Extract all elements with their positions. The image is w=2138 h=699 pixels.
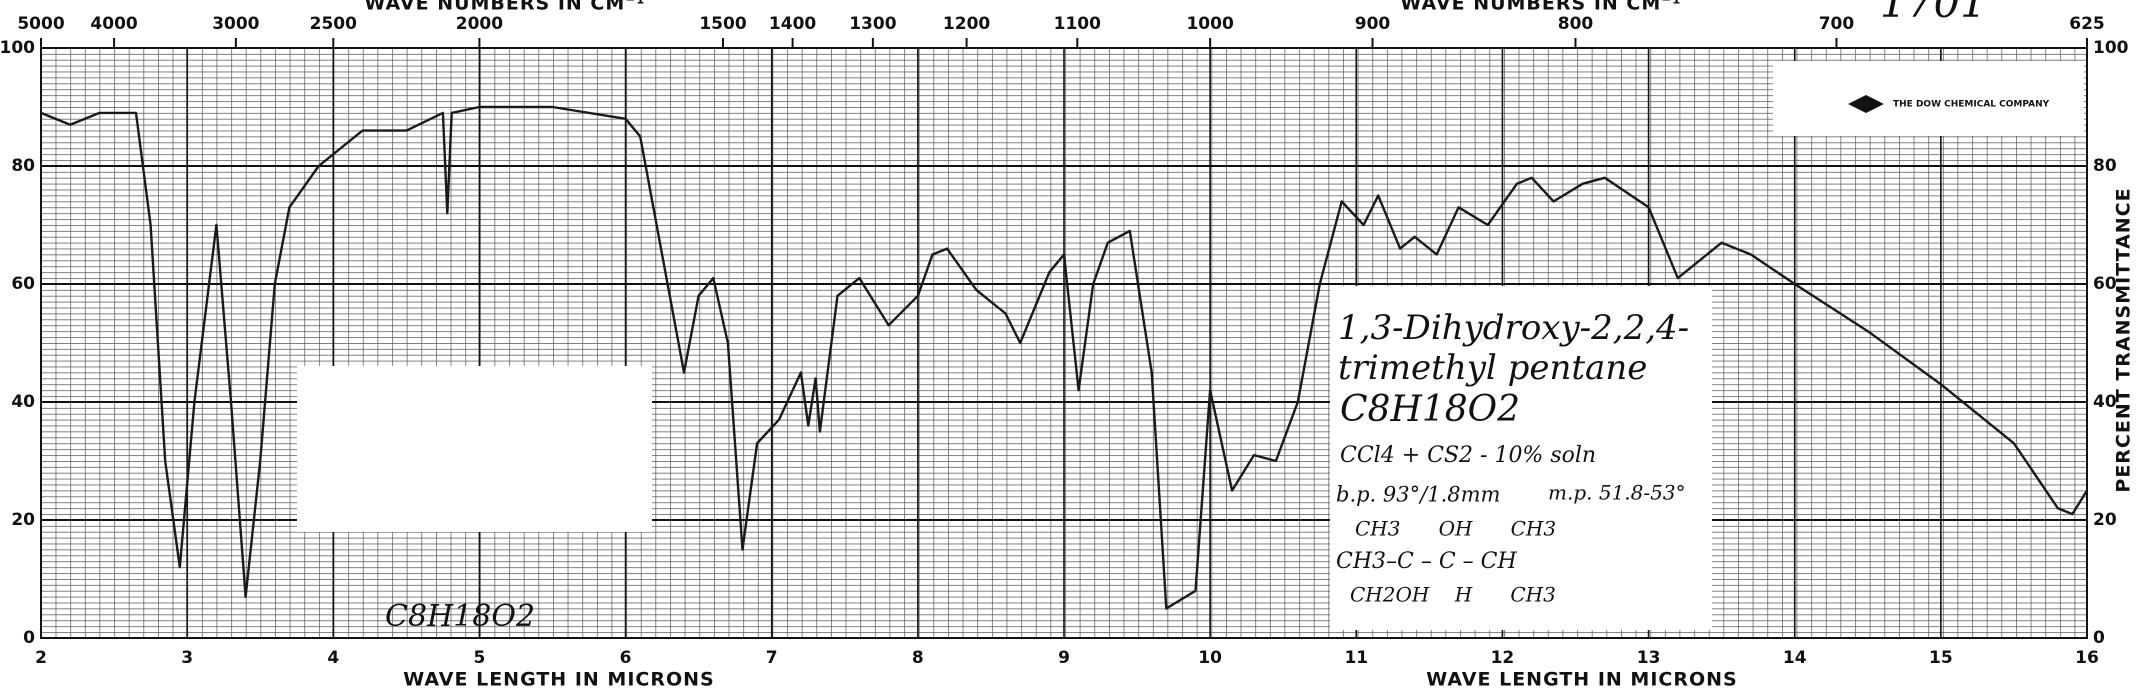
x-tick-label: 14: [1783, 648, 1807, 668]
compound-name: trimethyl pentane: [1338, 348, 1647, 388]
x2-tick-label: 700: [1819, 14, 1855, 34]
logo-text: THE DOW CHEMICAL COMPANY: [1893, 100, 2050, 110]
x-tick-label: 5: [474, 648, 486, 668]
x2-tick-label: 1000: [1186, 14, 1233, 34]
formula: C8H18O2: [1340, 389, 1520, 430]
x-tick-label: 6: [620, 648, 632, 668]
x2-tick-label: 1300: [849, 14, 896, 34]
x2-tick-label: 900: [1355, 14, 1391, 34]
x2-tick-label: 625: [2069, 14, 2105, 34]
melting-point: m.p. 51.8-53°: [1548, 481, 1686, 505]
compound-name: 1,3-Dihydroxy-2,2,4-: [1338, 308, 1689, 348]
y-tick-label: 20: [2093, 510, 2117, 530]
x-tick-label: 2: [35, 648, 47, 668]
structure: CH2OH H CH3: [1350, 583, 1556, 607]
x-tick-label: 11: [1344, 648, 1368, 668]
y-tick-label: 100: [2093, 38, 2129, 58]
x2-axis-label: WAVE NUMBERS IN CM⁻¹: [364, 0, 645, 15]
structure: CH3 OH CH3: [1355, 517, 1556, 541]
spectrum-number: 1701: [1880, 0, 1987, 27]
solvent: CCl4 + CS2 - 10% soln: [1340, 443, 1596, 468]
y-tick-label: 80: [2093, 156, 2117, 176]
x2-axis-label: WAVE NUMBERS IN CM⁻¹: [1400, 0, 1681, 15]
y-tick-label: 60: [11, 274, 35, 294]
structure: CH3–C – C – CH: [1336, 549, 1517, 574]
x2-tick-label: 5000: [17, 14, 64, 34]
blank-patch: [297, 366, 652, 532]
logo-box: [1773, 61, 2084, 136]
x-axis-label: WAVE LENGTH IN MICRONS: [1426, 669, 1737, 691]
x-tick-label: 9: [1058, 648, 1070, 668]
spectrum-line: [40, 105, 2089, 610]
x-tick-label: 3: [181, 648, 193, 668]
x-tick-label: 8: [912, 648, 924, 668]
annotation-box: [1330, 286, 1712, 630]
y-tick-label: 60: [2093, 274, 2117, 294]
x2-tick-label: 800: [1558, 14, 1594, 34]
x2-tick-label: 1500: [699, 14, 746, 34]
x-tick-label: 16: [2075, 648, 2099, 668]
y-tick-label: 0: [2093, 628, 2105, 648]
x-tick-label: 12: [1491, 648, 1515, 668]
margin-note: C8H18O2: [385, 599, 535, 634]
x2-tick-label: 1200: [943, 14, 990, 34]
plot-frame: [40, 47, 2088, 639]
boiling-point: b.p. 93°/1.8mm: [1336, 483, 1500, 507]
y-tick-label: 100: [0, 38, 35, 58]
x-tick-label: 4: [327, 648, 339, 668]
x-tick-label: 10: [1198, 648, 1222, 668]
y-tick-label: 80: [11, 156, 35, 176]
y-tick-label: 20: [11, 510, 35, 530]
x-tick-label: 13: [1637, 648, 1661, 668]
x2-tick-label: 2000: [456, 14, 503, 34]
x2-tick-label: 1400: [769, 14, 816, 34]
x2-tick-label: 1100: [1054, 14, 1101, 34]
y-tick-label: 40: [11, 392, 35, 412]
x-axis-label: WAVE LENGTH IN MICRONS: [403, 669, 714, 691]
logo-mark: [1848, 95, 1884, 113]
y-tick-label: 40: [2093, 392, 2117, 412]
x2-tick-label: 4000: [90, 14, 137, 34]
x-tick-label: 15: [1929, 648, 1953, 668]
y-tick-label: 0: [23, 628, 35, 648]
x2-tick-label: 2500: [310, 14, 357, 34]
y-axis-label: PERCENT TRANSMITTANCE: [2113, 187, 2135, 492]
x2-tick-label: 3000: [212, 14, 259, 34]
x-tick-label: 7: [766, 648, 778, 668]
